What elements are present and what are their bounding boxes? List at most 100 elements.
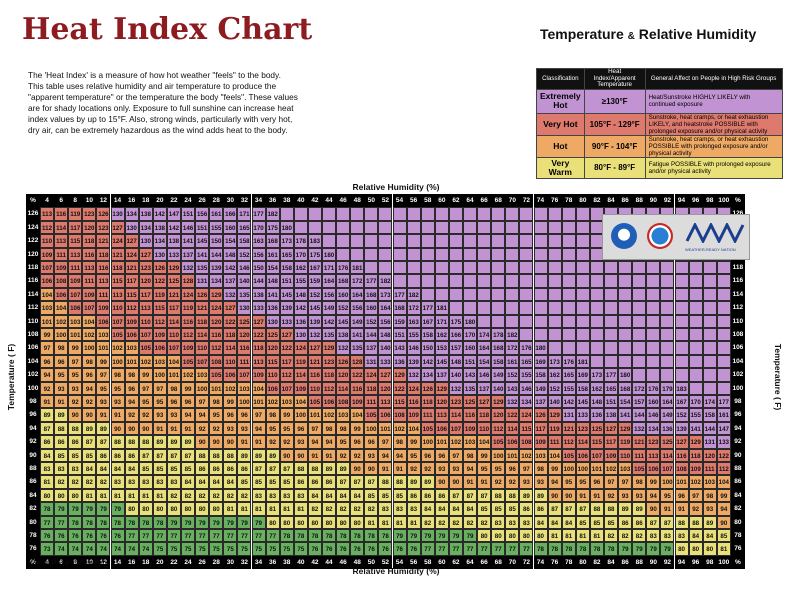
heat-index-cell-empty <box>463 247 478 261</box>
heat-index-cell-empty <box>505 220 520 235</box>
humidity-tick-label-bottom: 58 <box>420 555 435 570</box>
heat-index-cell: 107 <box>660 462 675 476</box>
heat-index-cell: 115 <box>110 274 125 288</box>
heat-index-cell: 86 <box>293 475 308 489</box>
heat-index-cell-empty <box>477 247 492 261</box>
heat-index-cell: 121 <box>124 261 139 275</box>
heat-index-cell: 109 <box>604 448 619 462</box>
heat-index-cell: 174 <box>702 395 717 409</box>
heat-index-cell: 74 <box>68 542 83 556</box>
heat-index-cell: 75 <box>166 542 181 556</box>
heat-index-cell: 109 <box>40 247 55 261</box>
heat-index-cell: 143 <box>463 368 478 382</box>
heat-index-cell-empty <box>674 341 689 355</box>
heat-index-cell: 165 <box>561 368 576 382</box>
heat-index-cell-empty <box>618 354 633 369</box>
heat-index-cell-empty <box>688 287 703 302</box>
heat-index-cell: 124 <box>406 381 421 395</box>
heat-index-cell-empty <box>589 341 604 355</box>
temperature-tick-label-left: 78 <box>26 529 40 543</box>
heat-index-cell: 98 <box>54 341 69 355</box>
heat-index-cell: 125 <box>660 435 675 449</box>
heat-index-cell: 138 <box>251 287 266 302</box>
heat-index-cell: 106 <box>575 448 590 462</box>
heat-index-cell: 140 <box>378 341 393 355</box>
heat-index-cell: 137 <box>434 368 449 382</box>
heat-index-cell: 106 <box>265 381 280 395</box>
legend-effect: Fatigue POSSIBLE with prolonged exposure… <box>644 156 783 179</box>
heat-index-cell: 105 <box>307 395 322 409</box>
heat-index-cell-empty <box>533 234 548 248</box>
heat-index-cell: 101 <box>307 408 322 422</box>
heat-index-cell-empty <box>533 287 548 302</box>
temperature-tick-label-right: 110 <box>730 314 745 328</box>
heat-index-cell: 85 <box>279 475 294 489</box>
heat-index-cell: 140 <box>491 381 506 395</box>
heat-index-cell: 86 <box>209 462 224 476</box>
heat-index-cell: 86 <box>68 435 83 449</box>
heat-index-cell: 86 <box>632 515 647 529</box>
heat-index-cell: 86 <box>195 462 210 476</box>
heat-index-cell: 156 <box>350 301 365 315</box>
heat-index-cell: 148 <box>265 274 280 288</box>
heat-index-cell: 93 <box>364 448 379 462</box>
heat-index-cell: 111 <box>364 395 379 409</box>
heat-index-cell: 97 <box>307 421 322 436</box>
heat-index-cell: 150 <box>251 261 266 275</box>
heat-index-cell: 81 <box>589 529 604 543</box>
heat-index-cell: 169 <box>533 354 548 369</box>
heat-index-cell: 142 <box>293 301 308 315</box>
heat-index-cell: 164 <box>477 341 492 355</box>
heat-index-cell: 125 <box>166 274 181 288</box>
heat-index-cell: 158 <box>702 408 717 422</box>
heat-index-cell: 90 <box>350 462 365 476</box>
heat-index-cell: 103 <box>463 435 478 449</box>
heat-index-cell-empty <box>420 207 435 221</box>
heat-index-cell: 78 <box>138 515 153 529</box>
heat-index-cell: 158 <box>491 354 506 369</box>
heat-index-cell: 106 <box>378 408 393 422</box>
heat-index-cell: 113 <box>378 395 393 409</box>
heat-index-cell: 96 <box>237 408 252 422</box>
humidity-tick-label-top: 12 <box>96 194 111 208</box>
heat-index-cell-empty <box>660 261 675 275</box>
legend-effect: Sunstroke, heat cramps, or heat exhausti… <box>644 134 783 158</box>
heat-index-cell: 116 <box>209 328 224 342</box>
humidity-tick-label-bottom: 30 <box>223 555 238 570</box>
heat-index-cell: 83 <box>166 475 181 489</box>
heat-index-cell: 103 <box>68 314 83 328</box>
heat-index-cell: 94 <box>251 421 266 436</box>
heat-index-cell: 139 <box>307 314 322 328</box>
heat-index-cell: 171 <box>237 207 252 221</box>
heat-index-cell-empty <box>533 247 548 261</box>
heat-index-cell: 105 <box>632 462 647 476</box>
heat-index-cell: 92 <box>688 502 703 516</box>
heat-index-cell: 99 <box>40 328 55 342</box>
humidity-tick-label-top: 94 <box>674 194 689 208</box>
heat-index-cell: 103 <box>152 354 167 369</box>
temperature-tick-label-left: 76 <box>26 542 40 556</box>
heat-index-cell: 81 <box>364 515 379 529</box>
heat-index-cell-empty <box>604 287 619 302</box>
heat-index-cell: 117 <box>166 301 181 315</box>
heat-index-cell: 75 <box>293 542 308 556</box>
heat-index-cell: 117 <box>68 220 83 235</box>
heat-index-cell: 154 <box>265 261 280 275</box>
heat-index-cell: 162 <box>434 328 449 342</box>
heat-index-cell: 86 <box>322 475 337 489</box>
heat-index-cell: 180 <box>463 314 478 328</box>
heat-index-cell: 79 <box>251 515 266 529</box>
heat-index-cell: 86 <box>618 515 633 529</box>
heat-index-cell-empty <box>618 287 633 302</box>
humidity-tick-label-top: 98 <box>702 194 717 208</box>
heat-index-cell: 143 <box>392 341 407 355</box>
heat-index-cell: 95 <box>209 408 224 422</box>
heat-index-cell: 126 <box>96 207 111 221</box>
humidity-tick-label-bottom: 66 <box>477 555 492 570</box>
heat-index-cell: 129 <box>166 261 181 275</box>
heat-index-cell: 92 <box>336 448 351 462</box>
humidity-tick-label-bottom: 78 <box>561 555 576 570</box>
heat-index-cell: 75 <box>265 542 280 556</box>
heat-index-cell: 177 <box>392 287 407 302</box>
heat-index-cell: 177 <box>420 301 435 315</box>
